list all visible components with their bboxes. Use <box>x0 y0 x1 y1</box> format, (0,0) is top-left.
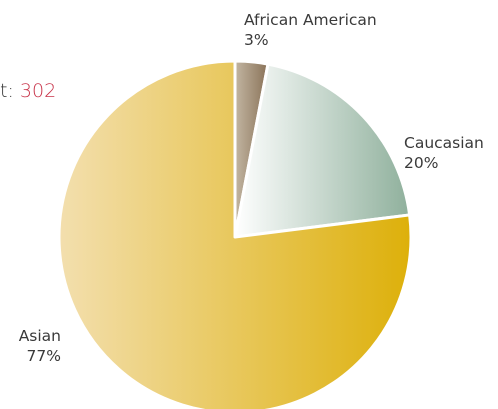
label-african-american-percent: 3% <box>244 31 269 49</box>
pie-slice-asian[interactable] <box>57 59 413 409</box>
count-readout: t: 302 <box>0 80 56 102</box>
label-asian-percent: 77% <box>26 347 61 365</box>
count-label: t: <box>0 80 14 102</box>
pie-slices <box>57 59 413 409</box>
label-caucasian-percent: 20% <box>404 154 439 172</box>
label-african-american: African American 3% <box>244 10 377 50</box>
label-asian-name: Asian <box>18 327 61 345</box>
label-caucasian: Caucasian 20% <box>404 133 484 173</box>
label-african-american-name: African American <box>244 11 377 29</box>
label-caucasian-name: Caucasian <box>404 134 484 152</box>
pie-slice-caucasian[interactable] <box>233 62 412 239</box>
count-value: 302 <box>19 80 57 102</box>
label-asian: Asian 77% <box>19 326 61 366</box>
